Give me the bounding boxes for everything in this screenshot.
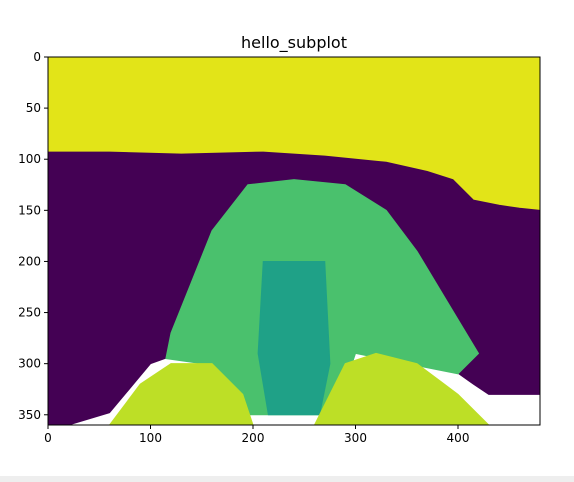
- x-axis: 0 100 200 300 400: [44, 425, 469, 445]
- y-tick-label: 200: [18, 254, 41, 268]
- y-tick-label: 350: [18, 408, 41, 422]
- depth-image: [48, 57, 540, 425]
- x-tick-label: 200: [242, 431, 265, 445]
- y-tick-label: 150: [18, 203, 41, 217]
- y-tick-label: 300: [18, 357, 41, 371]
- bottom-bar: [0, 476, 574, 482]
- x-tick-label: 400: [447, 431, 470, 445]
- region-person-core: [257, 260, 331, 416]
- axes-frame: [47, 56, 541, 426]
- x-tick-label: 100: [139, 431, 162, 445]
- y-tick-label: 50: [26, 101, 41, 115]
- region-foreground-left: [108, 363, 254, 425]
- y-axis: 0 50 100 150 200 250 300 350: [18, 50, 48, 422]
- region-foreground-right: [313, 352, 490, 425]
- y-tick-label: 100: [18, 152, 41, 166]
- x-tick-label: 0: [44, 431, 52, 445]
- chart-title: hello_subplot: [241, 33, 347, 53]
- y-tick-label: 250: [18, 306, 41, 320]
- x-tick-label: 300: [344, 431, 367, 445]
- y-tick-label: 0: [33, 50, 41, 64]
